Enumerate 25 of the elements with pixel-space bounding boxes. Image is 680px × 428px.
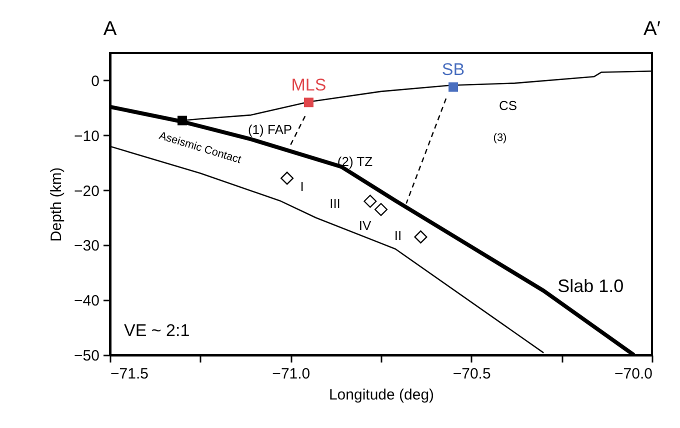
- x-axis-title: Longitude (deg): [328, 386, 434, 404]
- x-tick-label: −70.5: [452, 366, 491, 382]
- annotation: VE ~ 2:1: [124, 321, 190, 340]
- annotation: III: [330, 196, 340, 211]
- annotation: (3): [493, 132, 507, 144]
- annotation: II: [394, 228, 402, 243]
- y-tick-label: −20: [74, 182, 100, 200]
- annotation: CS: [498, 98, 518, 113]
- text: A: [103, 18, 118, 40]
- text: A′: [643, 18, 661, 40]
- x-tick-label: −70.0: [614, 366, 652, 382]
- y-tick-label: −10: [74, 128, 100, 145]
- y-axis-title: Depth (km): [48, 167, 66, 242]
- annotation: (1) FAP: [248, 122, 292, 137]
- x-tick-label: −71.5: [110, 366, 148, 382]
- y-tick-label: −30: [74, 238, 100, 255]
- x-tick-label: −71.0: [272, 366, 310, 382]
- y-tick-label: −50: [74, 348, 100, 364]
- annotation: I: [300, 179, 304, 194]
- y-tick-label: 0: [91, 72, 100, 90]
- series-label: Slab 1.0: [558, 276, 624, 296]
- series-label: SB: [442, 60, 465, 80]
- series-label: MLS: [291, 75, 326, 94]
- annotation: IV: [358, 218, 372, 233]
- y-tick-label: −40: [74, 292, 100, 310]
